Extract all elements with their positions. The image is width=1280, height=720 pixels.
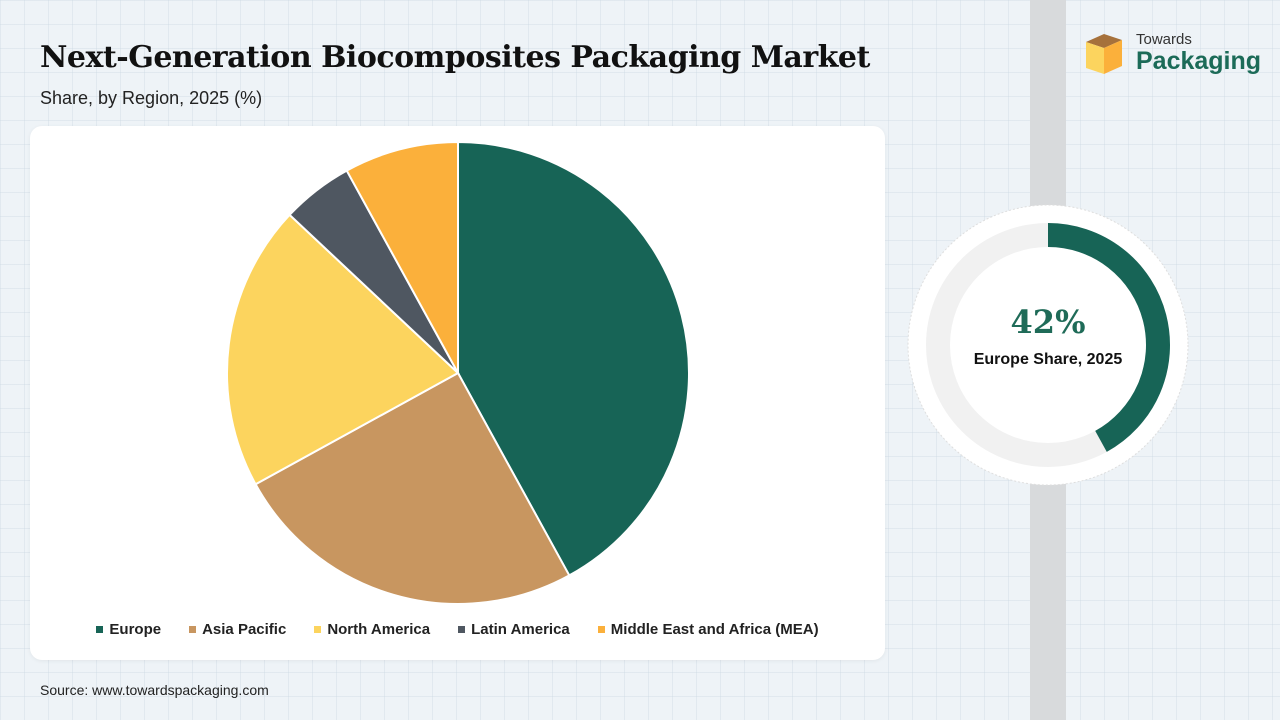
highlight-value: 42% [1010, 303, 1086, 341]
legend-label: North America [327, 621, 431, 638]
legend-swatch [314, 626, 322, 633]
legend-label: Latin America [471, 621, 570, 638]
legend-item: North America [314, 621, 430, 638]
brand-logo: Towards Packaging [1082, 28, 1262, 78]
donut-value-arc [1047, 223, 1170, 452]
logo-text-bottom: Packaging [1136, 47, 1262, 75]
pie-slice-middle-east-and-africa-mea [345, 140, 459, 374]
pie-chart [226, 140, 690, 605]
chart-legend: Europe Asia Pacific North America Latin Ame… [30, 621, 885, 638]
legend-item: Middle East and Africa (MEA) [597, 621, 819, 638]
legend-swatch [458, 626, 466, 633]
legend-label: Asia Pacific [202, 621, 287, 638]
box-logo-icon [1086, 34, 1122, 74]
legend-swatch [597, 626, 605, 633]
source-note: Source: www.towardspackaging.com [40, 682, 269, 698]
logo-text-top: Towards [1136, 31, 1192, 48]
pie-slice-asia-pacific [254, 371, 571, 605]
legend-item: Asia Pacific [189, 621, 286, 638]
highlight-donut: 42% Europe Share, 2025 [906, 203, 1190, 487]
chart-card: Europe Asia Pacific North America Latin Ame… [30, 126, 885, 660]
legend-swatch [189, 626, 197, 633]
chart-title: Next-Generation Biocomposites Packaging … [40, 40, 870, 75]
pie-slice-europe [457, 140, 690, 577]
legend-item: Europe [96, 621, 161, 638]
legend-item: Latin America [458, 621, 570, 638]
legend-label: Middle East and Africa (MEA) [610, 621, 819, 638]
legend-swatch [96, 626, 104, 633]
pie-slice-north-america [226, 213, 460, 486]
highlight-label: Europe Share, 2025 [973, 351, 1123, 368]
legend-label: Europe [109, 621, 162, 638]
donut-chart [907, 204, 1189, 486]
chart-subtitle: Share, by Region, 2025 (%) [40, 88, 263, 108]
